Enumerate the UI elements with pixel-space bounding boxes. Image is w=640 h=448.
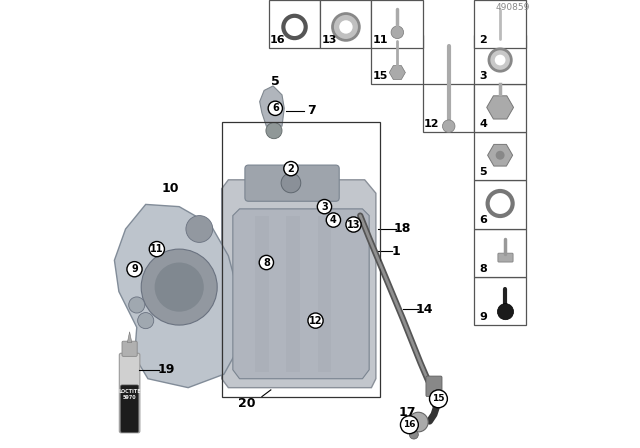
Circle shape (317, 199, 332, 214)
Text: 19: 19 (157, 363, 175, 376)
Text: 3: 3 (321, 202, 328, 211)
Circle shape (401, 416, 419, 434)
Circle shape (495, 151, 504, 159)
Text: 5: 5 (271, 75, 280, 88)
Circle shape (138, 313, 154, 329)
Circle shape (333, 13, 359, 40)
Circle shape (489, 49, 511, 71)
Text: 8: 8 (263, 258, 270, 267)
FancyBboxPatch shape (423, 84, 474, 132)
Circle shape (339, 20, 353, 34)
Circle shape (266, 123, 282, 139)
Circle shape (149, 241, 164, 257)
Circle shape (346, 217, 361, 232)
Circle shape (281, 173, 301, 193)
FancyBboxPatch shape (474, 277, 525, 325)
Text: 2: 2 (479, 35, 487, 45)
FancyBboxPatch shape (121, 385, 138, 432)
Text: 12: 12 (308, 315, 323, 326)
Circle shape (495, 55, 506, 65)
Circle shape (129, 297, 145, 313)
Text: 4: 4 (330, 215, 337, 225)
Text: 16: 16 (269, 35, 285, 45)
Text: 17: 17 (399, 406, 416, 419)
Circle shape (268, 101, 282, 116)
FancyBboxPatch shape (426, 376, 442, 396)
Circle shape (308, 313, 323, 328)
FancyBboxPatch shape (371, 0, 423, 48)
FancyBboxPatch shape (245, 165, 339, 201)
Text: 13: 13 (321, 35, 337, 45)
Text: 7: 7 (307, 104, 316, 117)
Circle shape (497, 304, 513, 320)
Circle shape (284, 161, 298, 176)
FancyBboxPatch shape (320, 0, 371, 48)
Text: 16: 16 (403, 420, 415, 429)
FancyBboxPatch shape (371, 35, 423, 84)
Circle shape (429, 390, 447, 408)
Circle shape (155, 263, 204, 312)
FancyBboxPatch shape (474, 132, 525, 180)
Text: 8: 8 (479, 264, 487, 274)
Text: 12: 12 (424, 119, 440, 129)
Polygon shape (260, 86, 284, 126)
Circle shape (410, 430, 419, 439)
Text: 9: 9 (479, 312, 487, 322)
Text: 4: 4 (479, 119, 487, 129)
Text: 490859: 490859 (496, 3, 530, 12)
Circle shape (127, 262, 142, 277)
Polygon shape (221, 180, 376, 388)
Text: 14: 14 (415, 303, 433, 316)
Polygon shape (127, 332, 132, 343)
Text: LOCTITE
5970: LOCTITE 5970 (118, 389, 141, 400)
Text: 2: 2 (287, 164, 294, 174)
FancyBboxPatch shape (498, 253, 513, 262)
FancyBboxPatch shape (474, 180, 525, 228)
Circle shape (186, 215, 212, 242)
Circle shape (141, 249, 217, 325)
Text: 11: 11 (372, 35, 388, 45)
Text: 15: 15 (432, 394, 445, 403)
Circle shape (442, 120, 455, 133)
Text: 18: 18 (394, 223, 411, 236)
FancyBboxPatch shape (474, 0, 525, 48)
Text: 3: 3 (479, 71, 487, 81)
Text: 1: 1 (392, 245, 401, 258)
Text: 6: 6 (272, 103, 278, 113)
Text: 15: 15 (372, 71, 388, 81)
Polygon shape (233, 209, 369, 379)
FancyBboxPatch shape (269, 0, 320, 48)
FancyBboxPatch shape (474, 84, 525, 132)
Polygon shape (115, 204, 244, 388)
Text: 6: 6 (479, 215, 487, 225)
Text: 13: 13 (347, 220, 360, 229)
Text: 20: 20 (237, 397, 255, 410)
FancyBboxPatch shape (474, 35, 525, 84)
FancyBboxPatch shape (474, 228, 525, 277)
Text: 9: 9 (131, 264, 138, 274)
Text: 5: 5 (479, 167, 487, 177)
Circle shape (408, 412, 428, 432)
FancyBboxPatch shape (119, 353, 140, 433)
Circle shape (391, 26, 404, 39)
Text: 11: 11 (150, 244, 164, 254)
Circle shape (326, 213, 340, 227)
FancyBboxPatch shape (122, 341, 137, 356)
Circle shape (259, 255, 273, 270)
Text: 10: 10 (161, 182, 179, 195)
